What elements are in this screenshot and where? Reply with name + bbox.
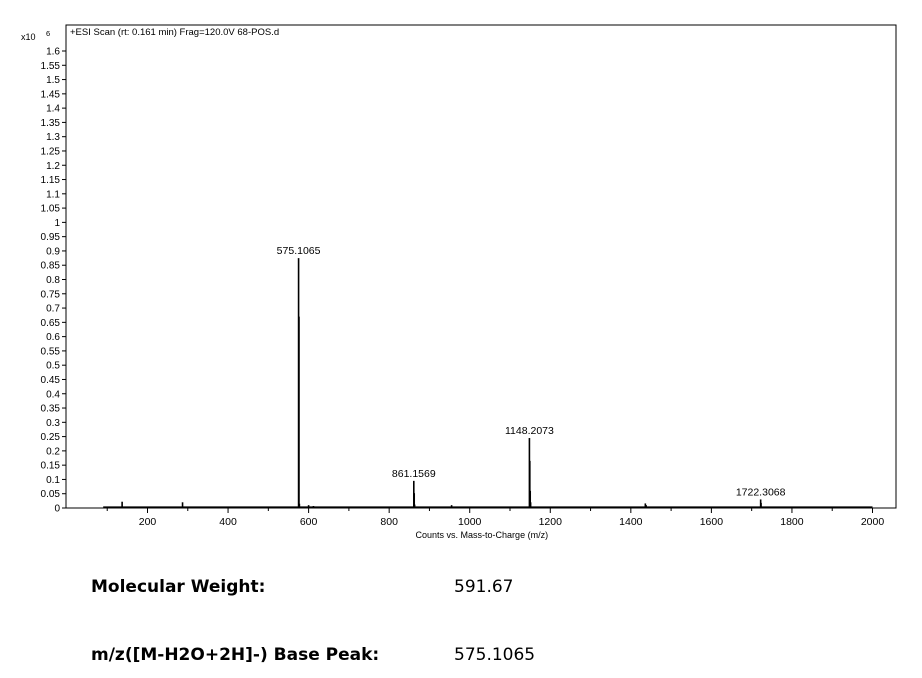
mass-spectrum-chart: +ESI Scan (rt: 0.161 min) Frag=120.0V 68… [21, 24, 897, 540]
y-tick-label: 1 [54, 218, 60, 229]
y-tick-label: 0.85 [41, 261, 61, 272]
y-tick-label: 1.6 [46, 47, 60, 58]
y-tick-label: 1.5 [46, 75, 60, 86]
plot-frame [65, 24, 897, 509]
molecular-weight-value: 591.67 [454, 577, 514, 597]
y-tick-label: 0.7 [46, 304, 60, 315]
y-tick-label: 0.05 [41, 489, 61, 500]
y-tick-label: 0.55 [41, 346, 61, 357]
x-tick-label: 1800 [780, 516, 804, 528]
y-tick-label: 0.45 [41, 375, 61, 386]
peak-annotation: 575.1065 [277, 245, 321, 257]
y-tick-label: 0.5 [46, 361, 60, 372]
x-tick-label: 200 [139, 516, 157, 528]
x-tick-label: 800 [380, 516, 398, 528]
x-tick-label: 2000 [861, 516, 885, 528]
chart-title: +ESI Scan (rt: 0.161 min) Frag=120.0V 68… [70, 27, 279, 38]
y-tick-label: 1.55 [41, 61, 61, 72]
x-axis-label: Counts vs. Mass-to-Charge (m/z) [416, 530, 549, 540]
y-tick-label: 1.1 [46, 189, 60, 200]
y-tick-label: 0 [54, 504, 60, 515]
y-tick-label: 1.3 [46, 132, 60, 143]
y-tick-label: 0.65 [41, 318, 61, 329]
y-tick-label: 0.15 [41, 461, 61, 472]
y-tick-label: 0.75 [41, 289, 61, 300]
x-tick-label: 1600 [700, 516, 724, 528]
x-tick-label: 1200 [539, 516, 563, 528]
x-tick-label: 1000 [458, 516, 482, 528]
y-tick-label: 0.3 [46, 418, 60, 429]
y-multiplier-label: x10 [21, 32, 36, 42]
y-tick-label: 1.2 [46, 161, 60, 172]
x-tick-label: 1400 [619, 516, 643, 528]
y-tick-label: 0.95 [41, 232, 61, 243]
y-tick-label: 0.9 [46, 246, 60, 257]
base-peak-label: m/z([M-H2O+2H]-) Base Peak: [91, 645, 380, 665]
y-tick-label: 0.6 [46, 332, 60, 343]
y-tick-label: 1.25 [41, 146, 61, 157]
peak-annotation: 861.1569 [392, 468, 436, 480]
y-tick-label: 1.05 [41, 204, 61, 215]
y-tick-label: 1.4 [46, 104, 60, 115]
y-tick-label: 0.8 [46, 275, 60, 286]
y-tick-label: 1.15 [41, 175, 61, 186]
peak-annotation: 1722.3068 [736, 486, 786, 498]
y-multiplier-exponent: 6 [46, 29, 50, 38]
y-tick-label: 0.2 [46, 446, 60, 457]
peak-annotation: 1148.2073 [505, 425, 554, 437]
y-tick-label: 0.4 [46, 389, 60, 400]
y-tick-label: 1.35 [41, 118, 61, 129]
y-tick-label: 0.35 [41, 404, 61, 415]
y-tick-label: 0.25 [41, 432, 61, 443]
x-tick-label: 600 [300, 516, 318, 528]
x-tick-label: 400 [219, 516, 237, 528]
base-peak-value: 575.1065 [454, 645, 536, 665]
molecular-weight-label: Molecular Weight: [91, 577, 266, 597]
y-tick-label: 1.45 [41, 89, 61, 100]
y-tick-label: 0.1 [46, 475, 60, 486]
